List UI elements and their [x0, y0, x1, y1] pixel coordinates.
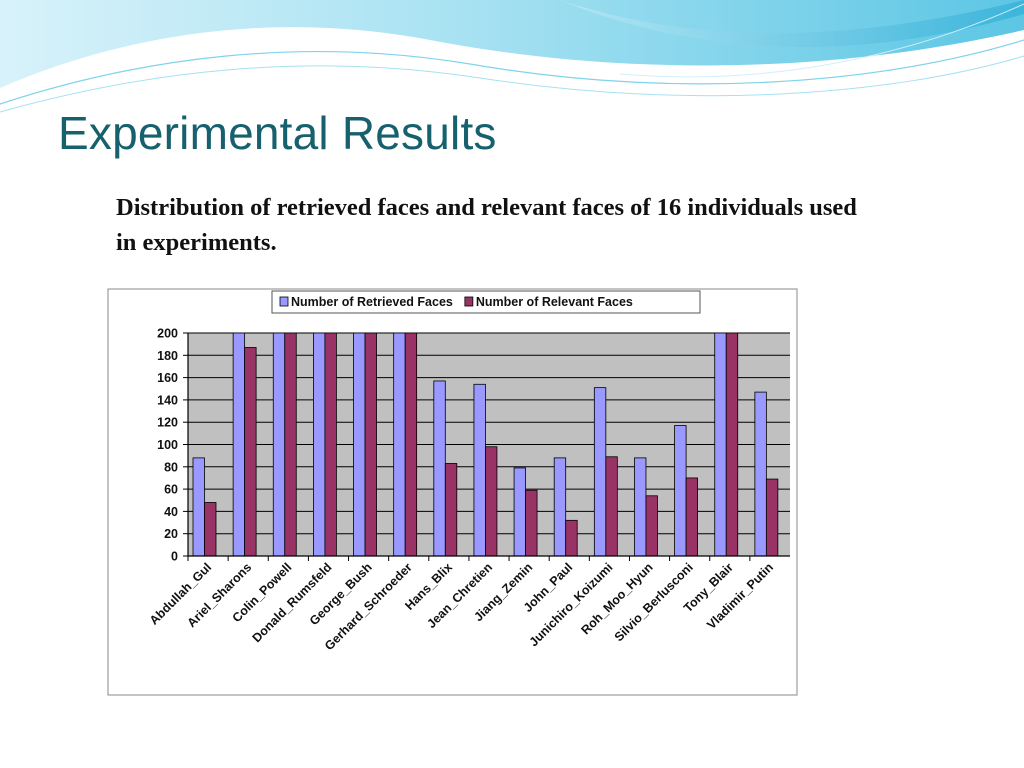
y-tick-label: 140	[157, 393, 178, 407]
bar-retrieved-colin-powell	[272, 332, 286, 557]
bar-relevant-jean-chretien	[485, 446, 498, 557]
bar-relevant-hans-blix	[444, 463, 458, 557]
bar-retrieved-gerhard-schroeder	[393, 332, 406, 557]
slide-title: Experimental Results	[58, 107, 497, 159]
legend-swatch	[464, 296, 474, 307]
bar-relevant-abdullah-gul	[204, 502, 217, 557]
y-tick-labels: 0 20 40 60 80 100 120 140 160 180 200	[157, 327, 178, 564]
y-tick-label: 120	[157, 416, 178, 430]
bar-relevant-gerhard-schroeder	[404, 332, 418, 557]
bar-relevant-junichiro-koizumi	[605, 456, 618, 557]
bar-relevant-vladimir-putin	[765, 478, 779, 557]
bar-retrieved-hans-blix	[433, 380, 446, 557]
slide-caption: Distribution of retrieved faces and rele…	[116, 194, 857, 256]
wave-ribbon	[560, 0, 1024, 48]
bar-relevant-colin-powell	[284, 332, 297, 557]
bar-retrieved-tony-blair	[714, 332, 727, 557]
y-tick-label: 20	[164, 527, 178, 541]
y-tick-label: 100	[157, 438, 178, 452]
bar-relevant-ariel-sharons	[244, 347, 257, 557]
bar-relevant-silvio-berlusconi	[685, 477, 698, 557]
bar-retrieved-jean-chretien	[473, 383, 486, 557]
chart-panel: Number of Retrieved Faces Number of Relev…	[84, 272, 832, 718]
y-tick-label: 160	[157, 371, 178, 385]
bar-relevant-donald-rumsfeld	[324, 332, 337, 557]
bar-retrieved-abdullah-gul	[192, 457, 205, 557]
y-tick-label: 180	[157, 349, 178, 363]
y-tick-label: 200	[157, 327, 178, 341]
bars	[192, 332, 779, 557]
bar-retrieved-donald-rumsfeld	[312, 332, 326, 557]
chart-legend: Number of Retrieved Faces Number of Relev…	[271, 290, 701, 314]
bar-relevant-george-bush	[364, 332, 377, 557]
bar-retrieved-george-bush	[353, 332, 366, 557]
y-tick-label: 60	[164, 483, 178, 497]
legend-box	[271, 290, 701, 314]
bar-retrieved-junichiro-koizumi	[593, 387, 607, 557]
axes	[187, 333, 790, 557]
bar-retrieved-roh-moo-hyun	[634, 457, 647, 557]
bar-relevant-john-paul	[565, 519, 578, 557]
bar-retrieved-ariel-sharons	[232, 332, 246, 557]
wave-band-back	[0, 0, 1024, 88]
bar-relevant-tony-blair	[725, 332, 739, 557]
bar-relevant-roh-moo-hyun	[645, 495, 658, 557]
legend-label: Number of Relevant Faces	[476, 295, 633, 309]
legend-label: Number of Retrieved Faces	[291, 295, 453, 309]
bar-chart: Number of Retrieved Faces Number of Relev…	[107, 288, 798, 696]
bar-retrieved-silvio-berlusconi	[674, 425, 687, 557]
y-tick-label: 40	[164, 505, 178, 519]
wave-line-1	[0, 39, 1024, 105]
y-tick-label: 80	[164, 460, 178, 474]
bar-retrieved-john-paul	[553, 457, 567, 557]
bar-retrieved-jiang-zemin	[513, 467, 526, 557]
y-tick-label: 0	[171, 550, 178, 564]
legend-swatch	[279, 296, 289, 307]
wave-line-2	[0, 55, 1024, 113]
wave-line-3	[619, 3, 1024, 78]
bar-retrieved-vladimir-putin	[754, 391, 767, 557]
bar-relevant-jiang-zemin	[525, 489, 538, 557]
